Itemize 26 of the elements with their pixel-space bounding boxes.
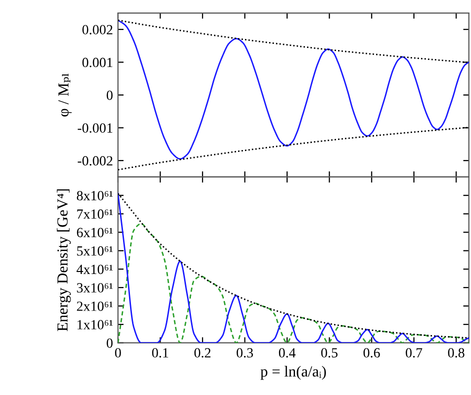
y-tick-label: 8x10⁶¹ [76, 190, 113, 200]
x-tick-label: 0.3 [236, 348, 253, 358]
x-tick-label: 0.7 [406, 348, 422, 358]
y-axis-title: φ / Mₚₗ [58, 74, 72, 116]
y-tick-label: 0.002 [82, 25, 112, 34]
x-tick-label: 0.1 [152, 348, 168, 358]
x-tick-label: 0.6 [363, 348, 380, 358]
x-tick-label: 0 [115, 348, 121, 358]
x-tick-label: 0.4 [278, 348, 296, 358]
y-tick-label: -0.001 [78, 123, 112, 133]
x-axis-title: p = ln(a/aᵢ) [260, 366, 326, 380]
y-tick-label: 0 [106, 90, 113, 100]
y-tick-label: -0.002 [78, 156, 112, 166]
y-tick-label: 1x10⁶¹ [78, 320, 113, 330]
y-tick-label: 7x10⁶¹ [77, 209, 113, 219]
y-tick-label: 0 [106, 338, 113, 348]
y-tick-label: 3x10⁶¹ [77, 283, 113, 293]
y-tick-label: 4x10⁶¹ [76, 264, 113, 274]
y-tick-label: 5x10⁶¹ [77, 246, 113, 256]
y-axis-title: Energy Density [GeV⁴] [56, 189, 71, 332]
y-tick-label: 6x10⁶¹ [76, 228, 113, 238]
x-tick-label: 0.8 [448, 348, 464, 358]
x-tick-label: 0.5 [321, 348, 338, 358]
x-tick-label: 0.2 [194, 348, 210, 358]
y-tick-label: 0.001 [82, 58, 112, 68]
y-tick-label: 2x10⁶¹ [76, 302, 113, 311]
